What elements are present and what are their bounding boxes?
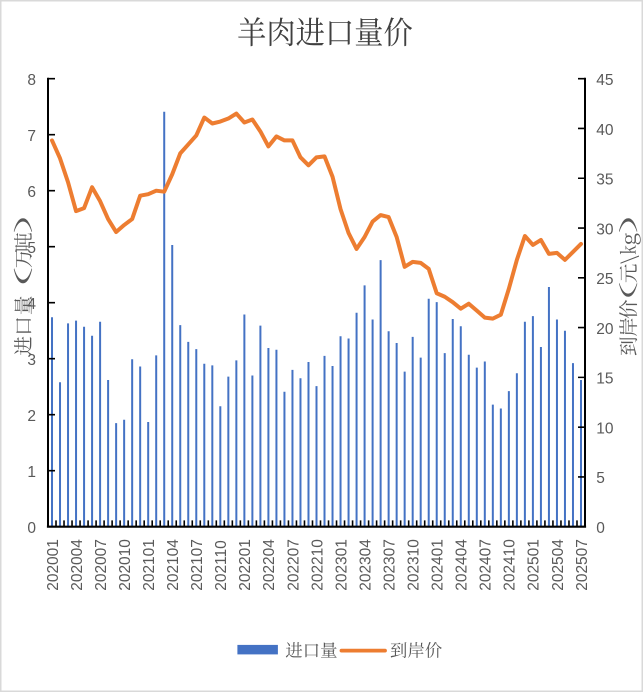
svg-text:202401: 202401 xyxy=(430,539,447,591)
svg-text:202210: 202210 xyxy=(309,539,326,591)
svg-text:7: 7 xyxy=(27,128,36,145)
svg-text:202007: 202007 xyxy=(93,539,110,591)
svg-text:202101: 202101 xyxy=(141,539,158,591)
svg-text:5: 5 xyxy=(27,240,36,257)
svg-text:10: 10 xyxy=(596,420,614,437)
svg-text:202110: 202110 xyxy=(213,540,230,591)
svg-text:202204: 202204 xyxy=(261,539,278,591)
svg-text:5: 5 xyxy=(596,470,605,487)
svg-text:1: 1 xyxy=(27,464,36,481)
svg-text:202404: 202404 xyxy=(454,539,471,591)
svg-text:8: 8 xyxy=(27,72,36,89)
svg-text:4: 4 xyxy=(27,296,36,313)
svg-text:15: 15 xyxy=(596,371,613,388)
svg-text:202310: 202310 xyxy=(405,539,422,591)
svg-text:3: 3 xyxy=(27,352,36,369)
svg-text:202307: 202307 xyxy=(381,539,398,591)
svg-text:202301: 202301 xyxy=(333,539,350,591)
svg-text:202207: 202207 xyxy=(285,539,302,591)
svg-text:202410: 202410 xyxy=(502,539,519,591)
svg-text:202507: 202507 xyxy=(574,539,591,591)
svg-text:202501: 202501 xyxy=(526,539,543,591)
svg-text:0: 0 xyxy=(596,520,605,537)
svg-text:202004: 202004 xyxy=(69,539,86,591)
svg-text:30: 30 xyxy=(596,221,614,238)
svg-text:25: 25 xyxy=(596,271,613,288)
svg-text:202407: 202407 xyxy=(478,539,495,591)
svg-text:202104: 202104 xyxy=(165,539,182,591)
svg-text:202201: 202201 xyxy=(237,539,254,591)
svg-text:45: 45 xyxy=(596,72,613,89)
svg-text:35: 35 xyxy=(596,172,613,189)
svg-text:2: 2 xyxy=(27,408,36,425)
svg-text:202010: 202010 xyxy=(117,539,134,591)
svg-text:202107: 202107 xyxy=(189,539,206,591)
svg-text:6: 6 xyxy=(27,184,36,201)
svg-text:20: 20 xyxy=(596,321,614,338)
svg-text:202001: 202001 xyxy=(45,539,62,591)
svg-text:40: 40 xyxy=(596,122,614,139)
svg-text:202504: 202504 xyxy=(550,539,567,591)
svg-text:202304: 202304 xyxy=(357,539,374,591)
svg-text:0: 0 xyxy=(27,520,36,537)
